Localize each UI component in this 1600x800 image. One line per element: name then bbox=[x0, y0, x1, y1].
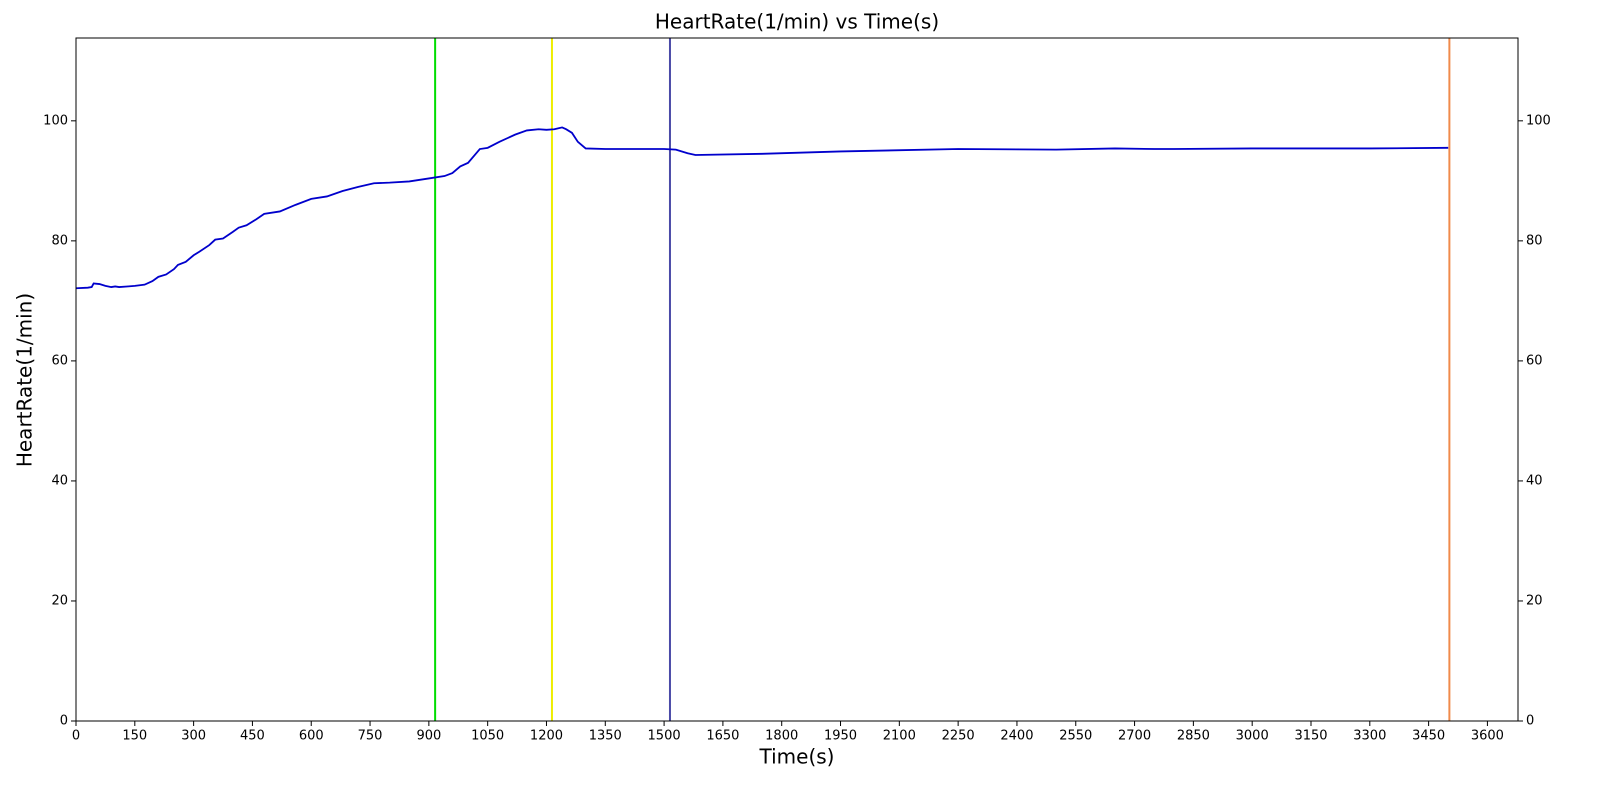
y-tick-label: 100 bbox=[43, 113, 68, 128]
chart-title: HeartRate(1/min) vs Time(s) bbox=[655, 10, 939, 34]
y-tick-label: 0 bbox=[60, 714, 68, 729]
y2-tick-label: 80 bbox=[1526, 233, 1543, 248]
x-tick-label: 900 bbox=[416, 729, 441, 744]
x-tick-label: 600 bbox=[299, 729, 324, 744]
x-tick-label: 150 bbox=[122, 729, 147, 744]
x-tick-label: 3150 bbox=[1294, 729, 1327, 744]
x-tick-label: 1950 bbox=[824, 729, 857, 744]
x-tick-label: 1500 bbox=[648, 729, 681, 744]
x-tick-label: 0 bbox=[72, 729, 80, 744]
x-tick-label: 450 bbox=[240, 729, 265, 744]
x-tick-label: 2700 bbox=[1118, 729, 1151, 744]
x-axis-label: Time(s) bbox=[759, 745, 835, 769]
x-tick-label: 1800 bbox=[765, 729, 798, 744]
y2-tick-label: 0 bbox=[1526, 714, 1534, 729]
x-tick-label: 1050 bbox=[471, 729, 504, 744]
y2-tick-label: 20 bbox=[1526, 593, 1543, 608]
y-tick-label: 40 bbox=[51, 473, 68, 488]
x-tick-label: 3600 bbox=[1471, 729, 1504, 744]
x-tick-label: 750 bbox=[358, 729, 383, 744]
data-line bbox=[75, 126, 1449, 290]
x-tick-label: 1350 bbox=[589, 729, 622, 744]
x-tick-label: 2250 bbox=[942, 729, 975, 744]
x-tick-label: 2850 bbox=[1177, 729, 1210, 744]
x-tick-label: 3000 bbox=[1236, 729, 1269, 744]
x-tick-label: 2100 bbox=[883, 729, 916, 744]
y2-tick-label: 60 bbox=[1526, 353, 1543, 368]
y2-tick-label: 100 bbox=[1526, 113, 1551, 128]
x-tick-label: 300 bbox=[181, 729, 206, 744]
y-tick-label: 80 bbox=[51, 233, 68, 248]
x-tick-label: 2550 bbox=[1059, 729, 1092, 744]
y-tick-label: 20 bbox=[51, 593, 68, 608]
x-tick-label: 3300 bbox=[1353, 729, 1386, 744]
plot-frame bbox=[75, 37, 1519, 722]
x-tick-label: 1650 bbox=[706, 729, 739, 744]
y-tick-label: 60 bbox=[51, 353, 68, 368]
y-axis-label: HeartRate(1/min) bbox=[13, 293, 37, 467]
x-tick-label: 1200 bbox=[530, 729, 563, 744]
y2-tick-label: 40 bbox=[1526, 473, 1543, 488]
x-tick-label: 2400 bbox=[1000, 729, 1033, 744]
x-tick-label: 3450 bbox=[1412, 729, 1445, 744]
